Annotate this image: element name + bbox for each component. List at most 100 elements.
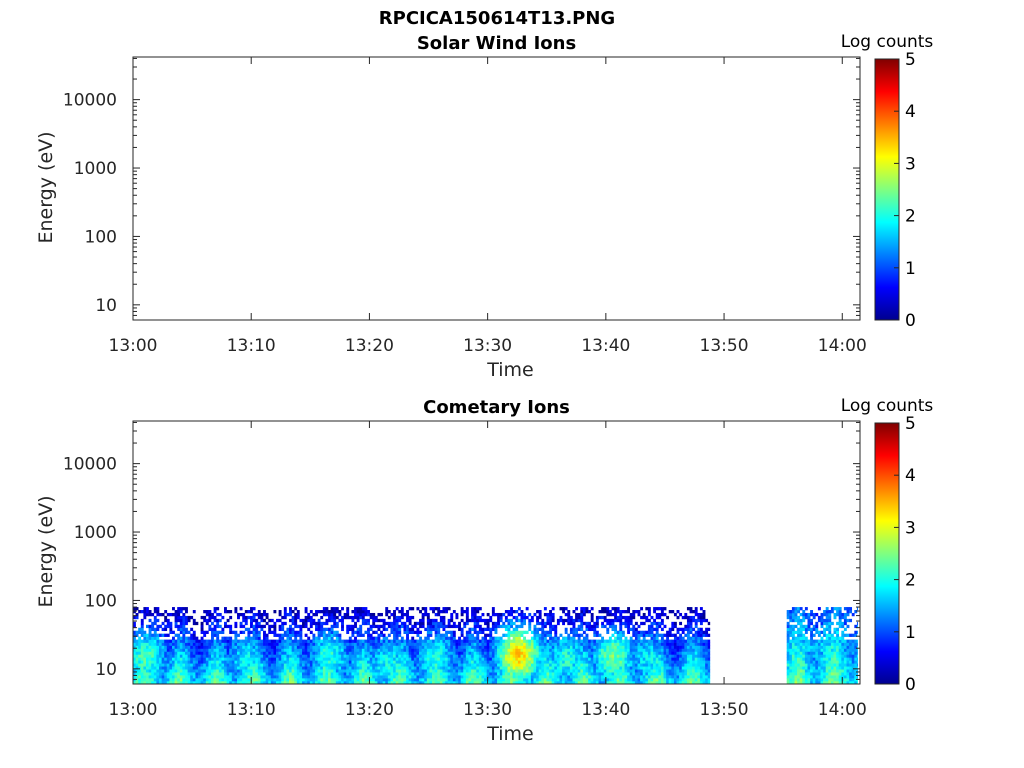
spectrogram-cell	[554, 636, 558, 640]
spectrogram-cell	[356, 651, 360, 655]
spectrogram-cell	[554, 672, 558, 676]
spectrogram-cell	[629, 648, 633, 652]
spectrogram-cell	[198, 651, 201, 655]
spectrogram-cell	[276, 618, 279, 623]
spectrogram-cell	[465, 651, 469, 655]
spectrogram-cell	[523, 621, 526, 626]
spectrogram-cell	[190, 666, 194, 670]
spectrogram-cell	[484, 681, 487, 685]
spectrogram-cell	[660, 639, 664, 643]
spectrogram-cell	[250, 666, 253, 670]
spectrogram-cell	[263, 630, 266, 634]
spectrogram-cell	[309, 657, 313, 661]
spectrogram-cell	[486, 678, 490, 682]
spectrogram-cell	[419, 642, 422, 646]
spectrogram-cell	[478, 645, 482, 649]
spectrogram-cell	[263, 663, 266, 667]
spectrogram-cell	[169, 624, 173, 629]
spectrogram-cell	[429, 621, 433, 626]
spectrogram-cell	[666, 681, 670, 685]
spectrogram-cell	[179, 669, 183, 673]
spectrogram-cell	[533, 612, 537, 617]
spectrogram-cell	[351, 669, 355, 673]
spectrogram-cell	[153, 654, 157, 658]
spectrogram-cell	[244, 615, 248, 620]
spectrogram-cell	[195, 651, 199, 655]
spectrogram-cell	[164, 648, 168, 652]
spectrogram-cell	[484, 633, 487, 637]
spectrogram-cell	[400, 651, 404, 655]
spectrogram-cell	[702, 666, 706, 670]
spectrogram-cell	[179, 651, 183, 655]
spectrogram-cell	[616, 669, 620, 673]
spectrogram-cell	[478, 627, 482, 632]
spectrogram-cell	[616, 660, 620, 664]
spectrogram-cell	[364, 651, 368, 655]
spectrogram-cell	[452, 630, 456, 634]
spectrogram-cell	[439, 654, 443, 658]
spectrogram-cell	[520, 639, 524, 643]
spectrogram-cell	[627, 678, 631, 682]
spectrogram-cell	[354, 610, 357, 614]
spectrogram-cell	[689, 669, 693, 673]
spectrogram-cell	[543, 636, 547, 640]
spectrogram-cell	[520, 669, 524, 673]
spectrogram-cell	[624, 618, 628, 623]
spectrogram-cell	[450, 636, 454, 640]
spectrogram-cell	[694, 639, 698, 643]
spectrogram-cell	[385, 681, 389, 685]
spectrogram-cell	[265, 612, 269, 617]
spectrogram-cell	[510, 642, 513, 646]
spectrogram-cell	[684, 645, 688, 649]
spectrogram-cell	[278, 681, 282, 685]
spectrogram-cell	[221, 648, 225, 652]
spectrogram-cell	[437, 624, 441, 629]
spectrogram-cell	[572, 624, 576, 629]
spectrogram-cell	[148, 630, 152, 634]
spectrogram-cell	[205, 621, 209, 626]
spectrogram-cell	[395, 669, 399, 673]
spectrogram-cell	[333, 621, 337, 626]
spectrogram-cell	[619, 639, 623, 643]
spectrogram-cell	[663, 681, 667, 685]
spectrogram-cell	[224, 669, 227, 673]
spectrogram-cell	[476, 681, 480, 685]
spectrogram-cell	[476, 607, 480, 611]
spectrogram-cell	[377, 666, 381, 670]
spectrogram-cell	[182, 627, 186, 632]
spectrogram-cell	[797, 672, 801, 676]
spectrogram-cell	[572, 657, 576, 661]
spectrogram-cell	[346, 669, 350, 673]
spectrogram-cell	[515, 630, 519, 634]
spectrogram-cell	[655, 607, 659, 611]
spectrogram-cell	[338, 660, 342, 664]
spectrogram-cell	[460, 657, 464, 661]
spectrogram-cell	[250, 663, 253, 667]
spectrogram-cell	[364, 669, 368, 673]
spectrogram-cell	[211, 669, 214, 673]
spectrogram-cell	[244, 675, 248, 679]
spectrogram-cell	[198, 669, 201, 673]
spectrogram-cell	[499, 645, 503, 649]
spectrogram-cell	[320, 639, 324, 643]
spectrogram-cell	[660, 610, 664, 614]
spectrogram-cell	[530, 654, 534, 658]
spectrogram-cell	[416, 630, 420, 634]
spectrogram-cell	[569, 618, 573, 623]
spectrogram-cell	[289, 636, 292, 640]
spectrogram-cell	[421, 669, 425, 673]
spectrogram-cell	[224, 657, 227, 661]
spectrogram-cell	[276, 642, 279, 646]
spectrogram-cell	[200, 627, 204, 632]
spectrogram-cell	[190, 648, 194, 652]
spectrogram-cell	[580, 612, 584, 617]
spectrogram-cell	[640, 645, 644, 649]
spectrogram-cell	[523, 618, 526, 623]
spectrogram-cell	[208, 660, 212, 664]
spectrogram-cell	[497, 639, 500, 643]
spectrogram-cell	[156, 642, 160, 646]
spectrogram-cell	[634, 630, 638, 634]
spectrogram-cell	[797, 642, 801, 646]
spectrogram-cell	[679, 642, 683, 646]
spectrogram-cell	[502, 654, 506, 658]
